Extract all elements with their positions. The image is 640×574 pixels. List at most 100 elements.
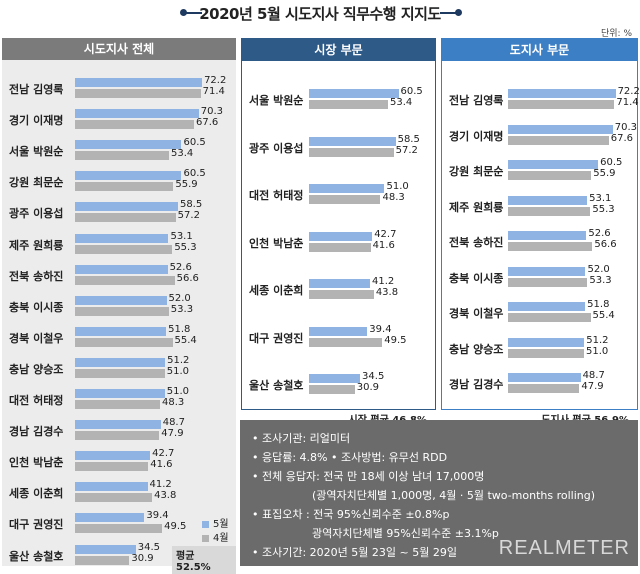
data-label: 49.5 xyxy=(164,521,187,533)
data-label: 34.5 xyxy=(362,371,385,382)
data-label: 52.0 xyxy=(587,263,610,275)
bar-may xyxy=(75,482,148,492)
data-label: 41.6 xyxy=(150,459,173,471)
bar-april xyxy=(309,337,383,347)
data-label: 41.6 xyxy=(372,239,395,251)
data-label: 51.8 xyxy=(587,299,610,310)
data-label: 55.9 xyxy=(593,168,616,179)
bar-april xyxy=(75,524,163,534)
bar-may xyxy=(508,302,586,311)
data-label: 67.6 xyxy=(195,117,219,129)
data-label: 48.7 xyxy=(582,370,605,381)
category-label: 강원 최문순 xyxy=(9,176,64,190)
data-label: 51.2 xyxy=(586,334,609,346)
bar-april xyxy=(75,337,173,347)
data-label: 43.8 xyxy=(375,287,399,298)
bar-april xyxy=(75,400,160,409)
category-label: 경남 김경수 xyxy=(449,378,504,391)
data-label: 53.1 xyxy=(589,192,612,204)
legend-label: 4월 xyxy=(213,533,229,544)
category-label: 대전 허태정 xyxy=(9,394,64,407)
bar-may xyxy=(75,140,182,150)
bar-may xyxy=(75,389,165,398)
bar-april xyxy=(508,348,584,358)
category-label: 충남 양승조 xyxy=(449,342,504,356)
data-label: 51.8 xyxy=(168,323,191,335)
data-label: 30.9 xyxy=(356,382,379,393)
bar-may xyxy=(309,326,368,336)
bar-april xyxy=(508,135,609,145)
panel-mayor: 시장 부문 서울 박원순 60.5 53.4 광주 이용섭 58.5 57.2 대전 허태정… xyxy=(241,38,436,426)
bar-april xyxy=(75,431,160,441)
info-line: • 조사기관: 리얼미터 xyxy=(252,432,351,445)
data-label: 48.3 xyxy=(382,192,405,203)
bar-may xyxy=(75,357,166,367)
bar-may xyxy=(75,513,145,523)
panel-all: 시도지사 전체 전남 김영록 72.2 71.4 경기 이재명 70.3 67.6 서울 박… xyxy=(2,38,236,574)
info-line: • 응답률: 4.8% • 조사방법: 유무선 RDD xyxy=(252,451,448,464)
category-label: 전남 김영록 xyxy=(449,94,504,107)
data-label: 51.0 xyxy=(386,181,409,192)
category-label: 광주 이용섭 xyxy=(249,141,304,155)
data-label: 48.7 xyxy=(162,417,185,429)
bar-may xyxy=(508,373,581,382)
title-dot-right xyxy=(455,9,462,16)
info-line: • 표집오차 : 전국 95%신뢰수준 ±0.8%p xyxy=(252,508,450,521)
data-label: 71.4 xyxy=(616,97,639,108)
data-label: 39.4 xyxy=(369,323,392,335)
title-line-left xyxy=(186,12,202,14)
category-label: 경기 이재명 xyxy=(449,129,504,143)
bar-april xyxy=(75,368,165,378)
bar-may xyxy=(309,279,370,288)
data-label: 72.2 xyxy=(204,75,227,86)
category-label: 경북 이철우 xyxy=(9,331,64,345)
info-line: (광역자치단체별 1,000명, 4월 · 5월 two-months roll… xyxy=(312,489,596,502)
survey-info-box: • 조사기관: 리얼미터 • 응답률: 4.8% • 조사방법: 유무선 RDD… xyxy=(240,420,638,566)
category-label: 세종 이춘희 xyxy=(9,487,64,501)
data-label: 58.5 xyxy=(397,133,420,145)
bar-april xyxy=(309,100,389,109)
data-label: 49.5 xyxy=(384,334,407,346)
data-label: 55.3 xyxy=(174,241,197,253)
legend-swatch xyxy=(202,520,209,528)
bar-april xyxy=(75,89,201,98)
data-label: 57.2 xyxy=(395,144,418,156)
data-label: 55.4 xyxy=(592,310,615,321)
bar-may xyxy=(508,160,599,169)
data-label: 52.6 xyxy=(588,228,611,239)
data-label: 60.5 xyxy=(600,157,623,168)
info-line: 광역자치단체별 95%신뢰수준 ±3.1%p xyxy=(312,527,499,540)
data-label: 48.3 xyxy=(162,397,185,408)
bar-april xyxy=(508,277,588,287)
bar-april xyxy=(309,242,371,252)
bar-april xyxy=(75,555,130,565)
data-label: 58.5 xyxy=(179,199,203,211)
info-line: • 조사기간: 2020년 5월 23일 ~ 5월 29일 xyxy=(252,546,457,559)
category-label: 대구 권영진 xyxy=(249,331,304,345)
bar-april xyxy=(309,290,374,299)
bar-may xyxy=(75,264,168,274)
data-label: 51.0 xyxy=(166,365,190,377)
bar-april xyxy=(309,385,355,394)
bar-april xyxy=(508,206,591,216)
title-row: 2020년 5월 시도지사 직무수행 지지도 xyxy=(0,0,640,26)
bar-may xyxy=(75,451,151,461)
data-label: 51.2 xyxy=(167,354,190,366)
panel-mayor-body: 서울 박원순 60.5 53.4 광주 이용섭 58.5 57.2 대전 허태정 51.0 48… xyxy=(242,61,435,426)
category-label: 전북 송하진 xyxy=(449,236,504,249)
category-label: 대전 허태정 xyxy=(249,189,304,202)
data-label: 42.7 xyxy=(374,228,397,240)
title-dot-left xyxy=(180,9,187,16)
panel-governor: 도지사 부문 전남 김영록 72.2 71.4 경기 이재명 70.3 67.6 강원 최문… xyxy=(441,38,640,426)
bar-april xyxy=(75,120,194,130)
data-label: 51.0 xyxy=(585,345,609,357)
bar-may xyxy=(75,233,169,243)
data-label: 39.4 xyxy=(146,510,169,522)
bar-may xyxy=(309,231,373,241)
bar-april xyxy=(508,313,591,322)
bar-may xyxy=(75,109,199,119)
bar-may xyxy=(75,326,167,336)
legend-may: 5월 xyxy=(202,515,229,530)
data-label: 70.3 xyxy=(614,121,637,133)
category-label: 서울 박원순 xyxy=(9,145,64,159)
